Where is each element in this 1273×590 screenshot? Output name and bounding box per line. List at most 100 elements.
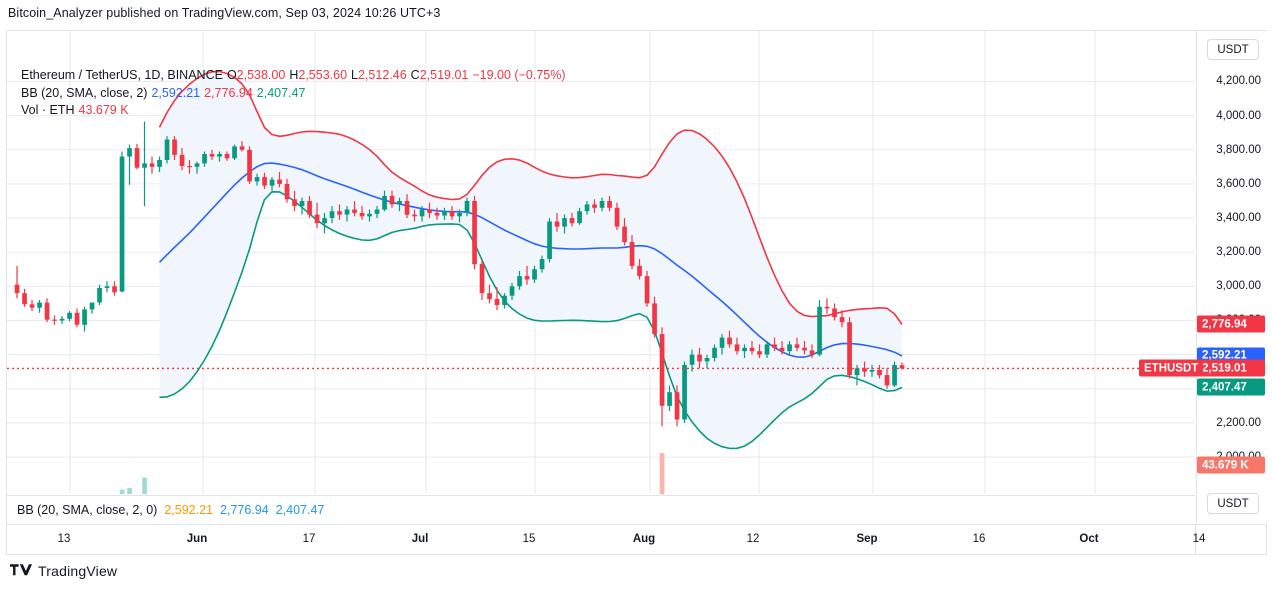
candle xyxy=(97,288,102,303)
bb-upper-badge: 2,776.94 xyxy=(1197,315,1265,333)
candle xyxy=(749,347,755,352)
candle xyxy=(764,344,770,355)
candle xyxy=(554,221,560,227)
candle xyxy=(37,302,42,308)
candle xyxy=(674,392,680,420)
bb-lower-line xyxy=(159,191,903,450)
candle xyxy=(757,351,762,355)
candle xyxy=(532,269,537,280)
candle xyxy=(547,221,552,260)
candle xyxy=(374,209,380,214)
candle xyxy=(644,276,650,304)
candle xyxy=(892,364,897,386)
candle xyxy=(44,302,50,320)
candle xyxy=(794,344,800,348)
time-axis-label: Oct xyxy=(1079,533,1099,545)
bb-upper-line xyxy=(158,70,903,325)
candle xyxy=(164,139,170,160)
candle xyxy=(52,319,57,321)
candle xyxy=(772,344,777,348)
candle xyxy=(479,264,485,294)
candle xyxy=(322,218,327,224)
time-axis-label: Sep xyxy=(856,533,878,545)
time-axis-label: 13 xyxy=(57,533,71,545)
candle xyxy=(622,226,627,242)
candle xyxy=(217,154,222,157)
time-scale[interactable]: 13 Jun 17 Jul 15 Aug 12 Sep 16 Oct 14 xyxy=(6,525,1267,555)
candle xyxy=(787,344,792,352)
bb-bottom-legend: BB (20, SMA, close, 2, 0) 2,592.21 2,776.9… xyxy=(7,495,1195,524)
volume-bar xyxy=(142,477,147,494)
candle xyxy=(659,334,665,406)
candle xyxy=(359,212,365,217)
candle xyxy=(172,139,177,155)
bb-bottom-basis: 2,592.21 xyxy=(164,503,214,517)
candle xyxy=(382,195,387,210)
tradingview-brand-text: TradingView xyxy=(38,563,118,579)
candle xyxy=(179,154,185,166)
bb-fill-band xyxy=(159,71,902,449)
time-axis-label: Jul xyxy=(411,533,429,545)
candle xyxy=(112,286,117,293)
candle xyxy=(862,368,867,372)
candle xyxy=(329,211,335,218)
time-axis-label: 16 xyxy=(972,533,986,545)
time-scale-divider xyxy=(1195,525,1196,554)
candle xyxy=(104,286,110,288)
candle xyxy=(269,179,275,186)
candle xyxy=(464,201,470,213)
candle xyxy=(839,317,845,323)
candle xyxy=(22,293,27,305)
candle xyxy=(802,347,807,351)
price-axis-label: 3,000.00 xyxy=(1216,280,1261,293)
candle xyxy=(599,201,605,208)
chart-plot-area[interactable] xyxy=(7,31,1195,494)
candle xyxy=(307,201,312,215)
candle xyxy=(487,293,492,300)
currency-pill-bottom[interactable]: USDT xyxy=(1207,493,1259,514)
candle xyxy=(337,211,342,215)
bb-bottom-upper: 2,776.94 xyxy=(220,503,269,517)
bb-bottom-title: BB (20, SMA, close, 2, 0) xyxy=(17,503,158,517)
candle xyxy=(427,209,432,213)
candle xyxy=(14,284,20,294)
candlesticks xyxy=(14,121,905,427)
candle xyxy=(284,183,290,200)
candle xyxy=(592,204,597,208)
candle xyxy=(517,276,522,287)
candle xyxy=(404,201,410,215)
candle xyxy=(224,154,230,159)
candle xyxy=(412,214,417,217)
price-scale[interactable]: USDT USDT 4,200.00 4,000.00 3,800.00 3,600.… xyxy=(1196,31,1267,524)
time-axis-label: 15 xyxy=(522,533,536,545)
bb-lower-badge: 2,407.47 xyxy=(1197,378,1265,396)
price-axis-label: 4,200.00 xyxy=(1216,75,1261,88)
price-axis-label: 3,600.00 xyxy=(1216,177,1261,190)
candle xyxy=(82,309,87,325)
candle xyxy=(367,213,372,217)
candle xyxy=(562,218,567,227)
chart-canvas xyxy=(7,31,1195,494)
candle xyxy=(299,201,305,207)
bb-bottom-lower: 2,407.47 xyxy=(275,503,325,517)
candle xyxy=(697,354,702,362)
candle xyxy=(74,312,80,325)
currency-pill-top[interactable]: USDT xyxy=(1207,39,1259,60)
volume-badge: 43.679 K xyxy=(1197,456,1265,474)
candle xyxy=(629,242,635,266)
volume-bar xyxy=(119,489,125,494)
price-axis-label: 3,400.00 xyxy=(1216,212,1261,225)
candle xyxy=(457,212,462,217)
volume-bar xyxy=(127,488,132,494)
volume-bar xyxy=(659,453,665,494)
candle xyxy=(614,207,620,227)
candle xyxy=(134,148,140,168)
candle xyxy=(247,149,252,182)
candle xyxy=(67,312,72,319)
price-axis-label: 3,800.00 xyxy=(1216,143,1261,156)
volume-bars xyxy=(119,453,665,494)
candle xyxy=(389,195,395,205)
candle xyxy=(397,201,402,205)
candle xyxy=(262,177,267,186)
candle xyxy=(667,392,672,406)
